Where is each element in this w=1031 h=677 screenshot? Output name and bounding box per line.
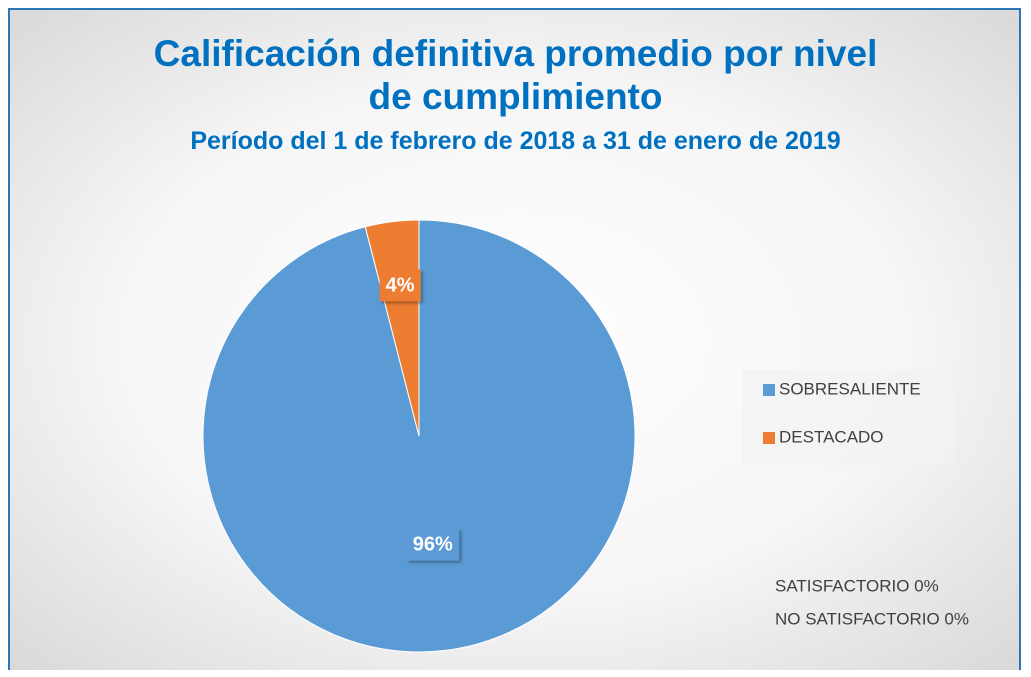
data-label: 4% — [386, 274, 415, 296]
data-label-box — [379, 269, 421, 302]
legend-label: SOBRESALIENTE — [779, 379, 921, 398]
annotation: NO SATISFACTORIO 0% — [775, 609, 969, 628]
data-label-box — [406, 528, 460, 561]
chart-subtitle: Período del 1 de febrero de 2018 a 31 de… — [190, 127, 841, 155]
legend-swatch — [763, 384, 775, 396]
data-label-group: 96% — [406, 528, 460, 561]
legend-swatch — [763, 432, 775, 444]
annotation: SATISFACTORIO 0% — [775, 576, 939, 595]
data-label-group: 4% — [379, 269, 421, 302]
chart-title: Calificación definitiva promedio por niv… — [153, 33, 878, 117]
legend-box — [742, 370, 955, 465]
data-label: 96% — [413, 534, 453, 556]
legend-label: DESTACADO — [779, 427, 884, 446]
